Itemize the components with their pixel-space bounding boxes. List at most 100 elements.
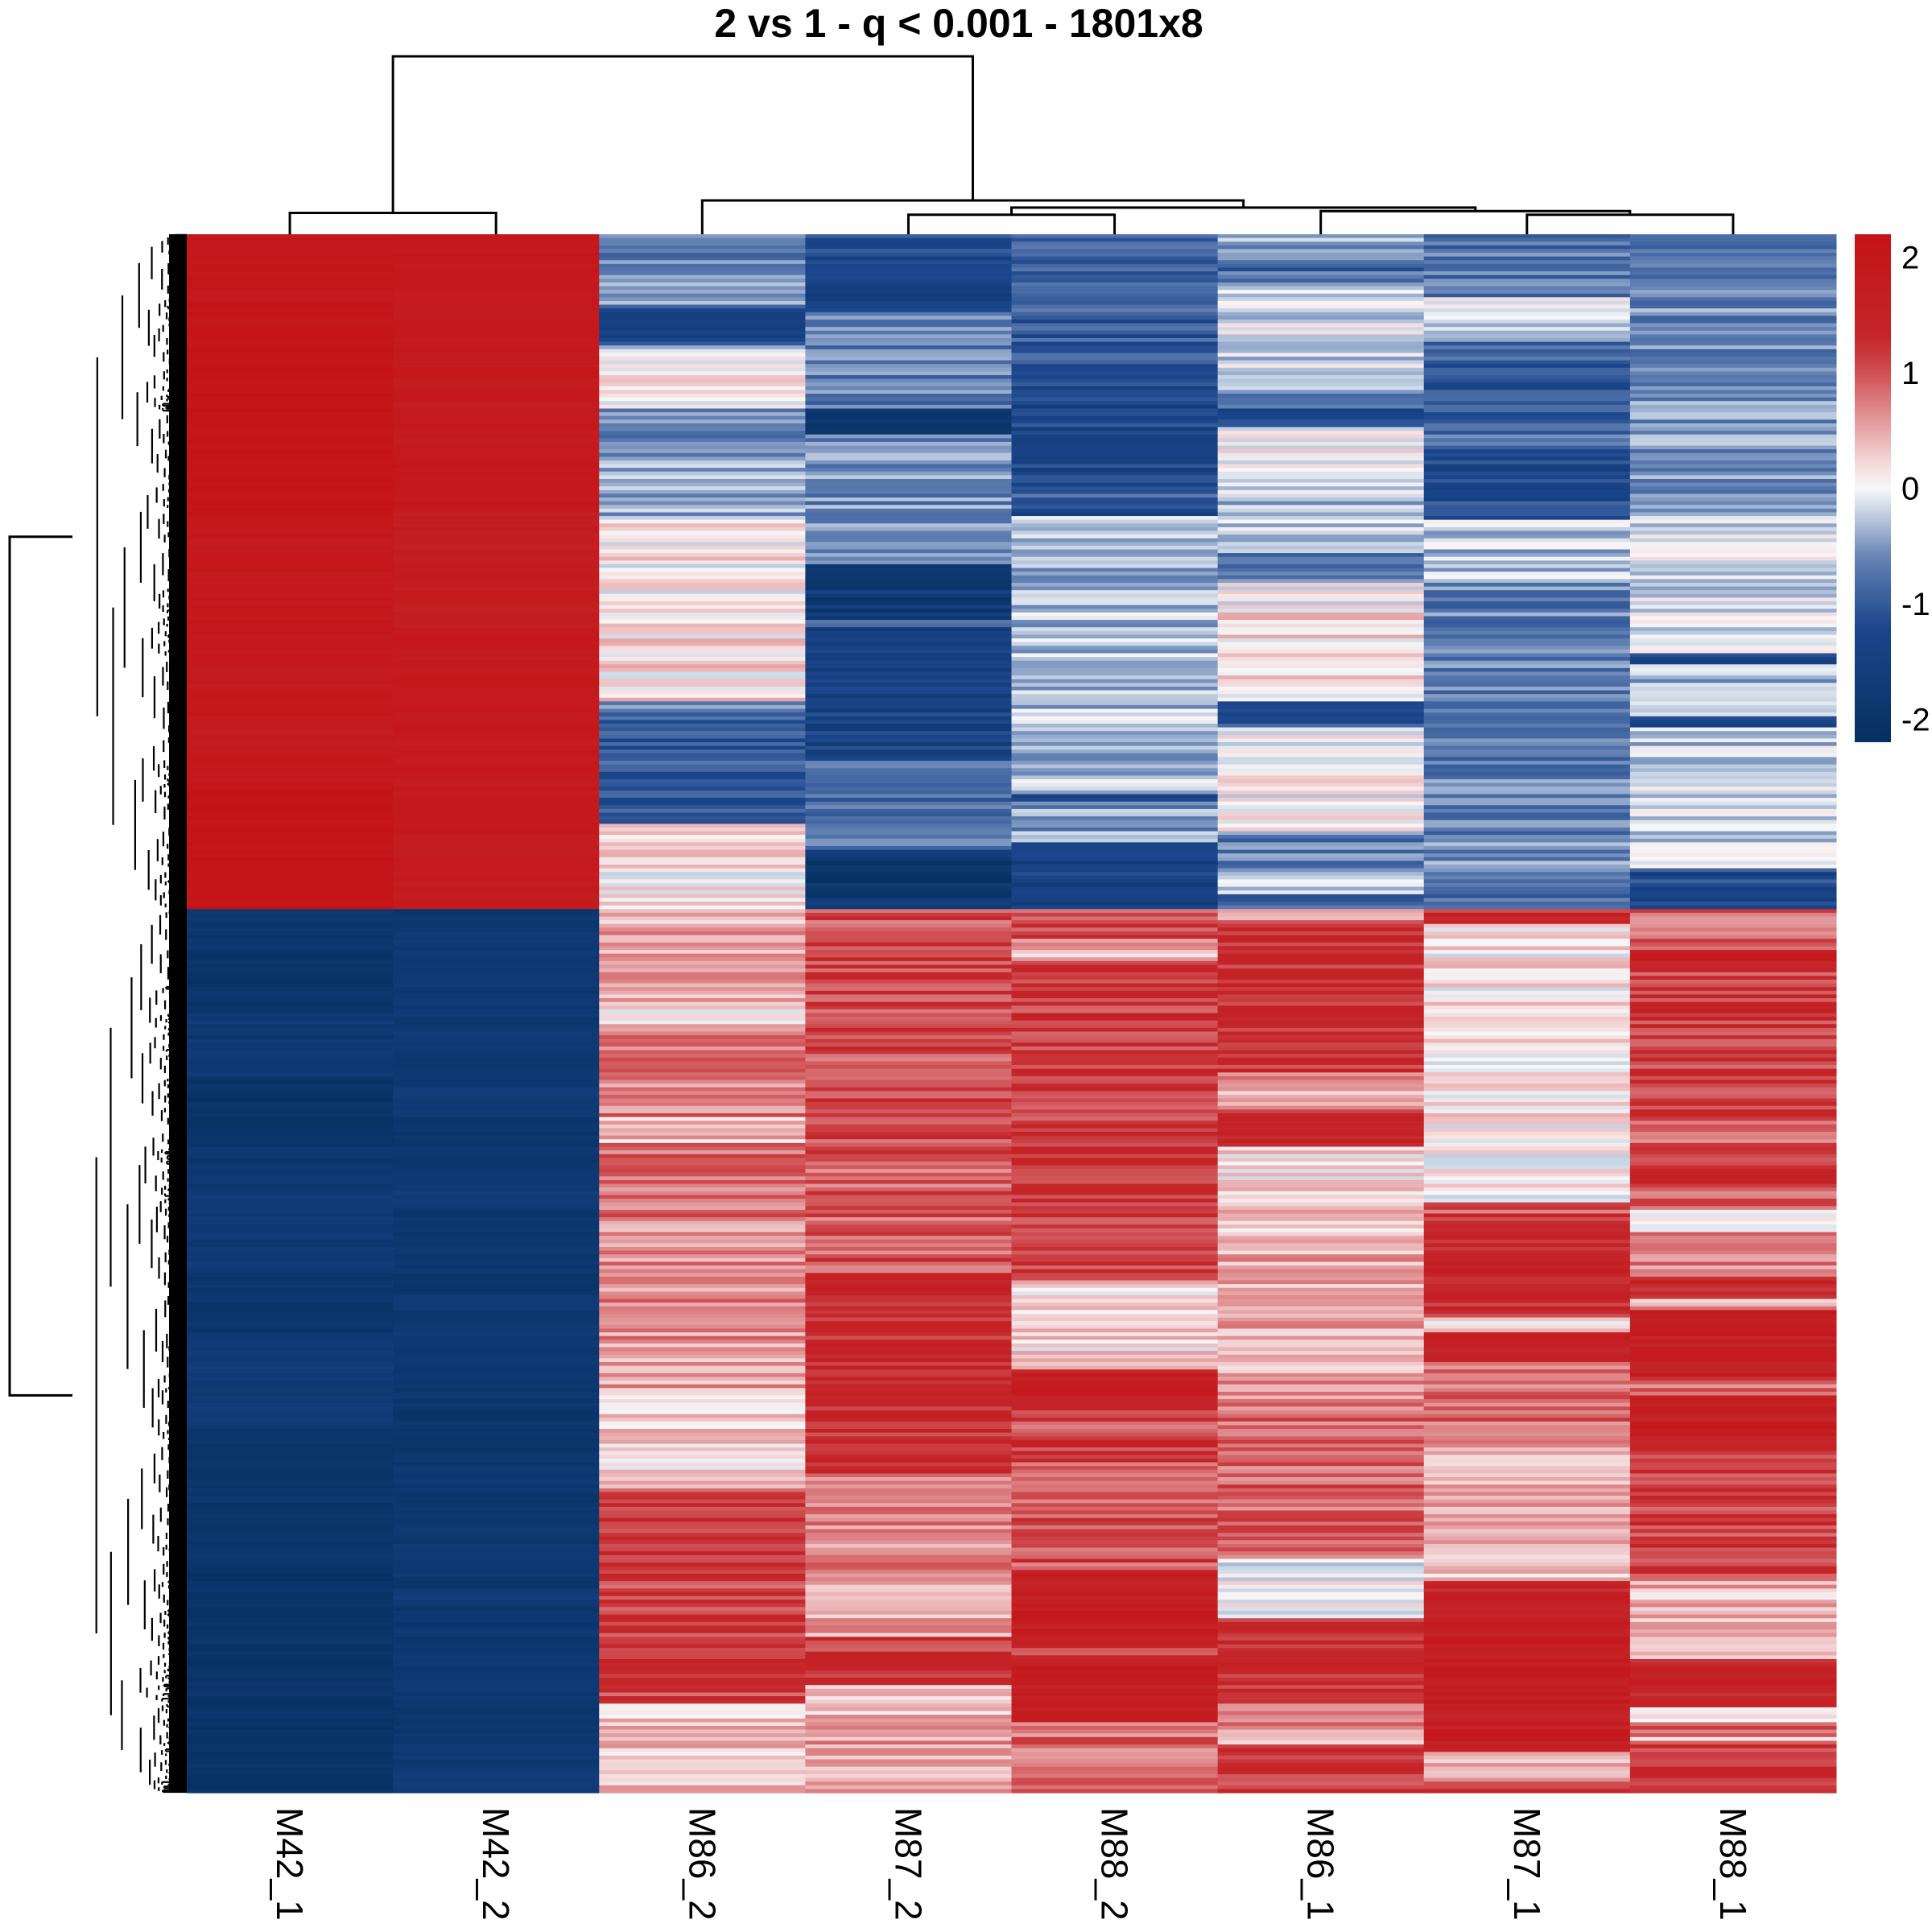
- heatmap-cell: [1217, 1001, 1425, 1006]
- heatmap-cell: [599, 1105, 806, 1110]
- heatmap-cell: [599, 1591, 806, 1597]
- heatmap-cell: [393, 727, 600, 732]
- heatmap-cell: [1629, 1154, 1837, 1158]
- heatmap-cell: [393, 482, 600, 487]
- heatmap-cell: [599, 371, 806, 376]
- heatmap-cell: [393, 1054, 600, 1059]
- heatmap-cell: [1217, 489, 1425, 495]
- heatmap-cell: [805, 1257, 1013, 1263]
- heatmap-cell: [599, 1121, 806, 1125]
- heatmap-cell: [805, 312, 1013, 316]
- heatmap-cell: [1011, 1161, 1219, 1166]
- heatmap-cell: [599, 1098, 806, 1103]
- heatmap-cell: [599, 1273, 806, 1278]
- heatmap-cell: [1011, 1206, 1219, 1211]
- heatmap-cell: [187, 279, 394, 283]
- heatmap-cell: [187, 1395, 394, 1400]
- heatmap-cell: [805, 497, 1013, 502]
- heatmap-cell: [187, 1224, 394, 1229]
- heatmap-cell: [805, 757, 1013, 762]
- heatmap-cell: [187, 1554, 394, 1560]
- heatmap-cell: [1423, 1024, 1631, 1029]
- heatmap-cell: [599, 1139, 806, 1144]
- heatmap-cell: [187, 1711, 394, 1715]
- heatmap-cell: [599, 267, 806, 272]
- heatmap-cell: [1217, 1752, 1425, 1757]
- heatmap-cell: [1217, 983, 1425, 988]
- heatmap-cell: [1011, 390, 1219, 394]
- heatmap-cell: [599, 449, 806, 454]
- heatmap-cell: [1629, 1655, 1837, 1660]
- heatmap-cell: [393, 745, 600, 750]
- heatmap-cell: [1217, 1017, 1425, 1022]
- heatmap-cell: [1629, 935, 1837, 939]
- heatmap-cell: [805, 1729, 1013, 1734]
- heatmap-cell: [1217, 1439, 1425, 1445]
- heatmap-cell: [1011, 920, 1219, 925]
- heatmap-cell: [187, 1781, 394, 1786]
- heatmap-cell: [599, 694, 806, 699]
- heatmap-cell: [1629, 1573, 1837, 1579]
- heatmap-cell: [1423, 449, 1631, 454]
- heatmap-cell: [1217, 1678, 1425, 1682]
- heatmap-cell: [393, 612, 600, 617]
- heatmap-cell: [805, 1187, 1013, 1192]
- heatmap-cell: [1629, 879, 1837, 884]
- heatmap-cell: [393, 1057, 600, 1062]
- heatmap-cell: [599, 1294, 806, 1300]
- heatmap-cell: [1629, 1098, 1837, 1103]
- heatmap-cell: [1011, 1510, 1219, 1515]
- heatmap-cell: [187, 1406, 394, 1411]
- heatmap-cell: [1423, 1789, 1631, 1794]
- heatmap-cell: [393, 1091, 600, 1096]
- heatmap-cell: [1629, 976, 1837, 980]
- heatmap-cell: [805, 364, 1013, 369]
- heatmap-cell: [393, 1236, 600, 1241]
- heatmap-cell: [599, 1091, 806, 1096]
- heatmap-cell: [1217, 367, 1425, 373]
- heatmap-cell: [1629, 1618, 1837, 1623]
- heatmap-cell: [1217, 1600, 1425, 1604]
- heatmap-cell: [393, 489, 600, 495]
- heatmap-cell: [1217, 794, 1425, 799]
- heatmap-cell: [1629, 1013, 1837, 1018]
- heatmap-cell: [1629, 657, 1837, 662]
- heatmap-cell: [1217, 1124, 1425, 1129]
- heatmap-cell: [1423, 1179, 1631, 1185]
- heatmap-cell: [599, 987, 806, 992]
- heatmap-cell: [805, 572, 1013, 576]
- heatmap-cell: [1217, 616, 1425, 621]
- heatmap-cell: [805, 1009, 1013, 1014]
- heatmap-cell: [1629, 1715, 1837, 1719]
- heatmap-cell: [1423, 994, 1631, 999]
- heatmap-cell: [805, 1591, 1013, 1597]
- heatmap-cell: [1011, 297, 1219, 302]
- heatmap-cell: [187, 1169, 394, 1174]
- heatmap-cell: [599, 842, 806, 847]
- heatmap-cell: [599, 764, 806, 769]
- heatmap-cell: [393, 242, 600, 246]
- heatmap-cell: [1629, 764, 1837, 769]
- heatmap-cell: [1217, 1298, 1425, 1303]
- heatmap-cell: [187, 931, 394, 936]
- heatmap-cell: [805, 782, 1013, 787]
- heatmap-cell: [805, 1733, 1013, 1738]
- heatmap-cell: [1423, 1332, 1631, 1337]
- heatmap-cell: [805, 1358, 1013, 1363]
- heatmap-cell: [1629, 1611, 1837, 1616]
- heatmap-cell: [187, 1102, 394, 1107]
- heatmap-cell: [1011, 1596, 1219, 1600]
- heatmap-cell: [805, 519, 1013, 524]
- heatmap-cell: [1423, 1154, 1631, 1158]
- heatmap-cell: [805, 939, 1013, 943]
- heatmap-cell: [187, 1213, 394, 1218]
- heatmap-cell: [1217, 1458, 1425, 1463]
- heatmap-cell: [599, 282, 806, 287]
- heatmap-cell: [1423, 497, 1631, 502]
- heatmap-cell: [1011, 1057, 1219, 1062]
- heatmap-cell: [393, 293, 600, 298]
- heatmap-cell: [805, 1254, 1013, 1259]
- heatmap-cell: [1423, 1176, 1631, 1181]
- heatmap-cell: [1629, 794, 1837, 799]
- heatmap-cell: [393, 1596, 600, 1600]
